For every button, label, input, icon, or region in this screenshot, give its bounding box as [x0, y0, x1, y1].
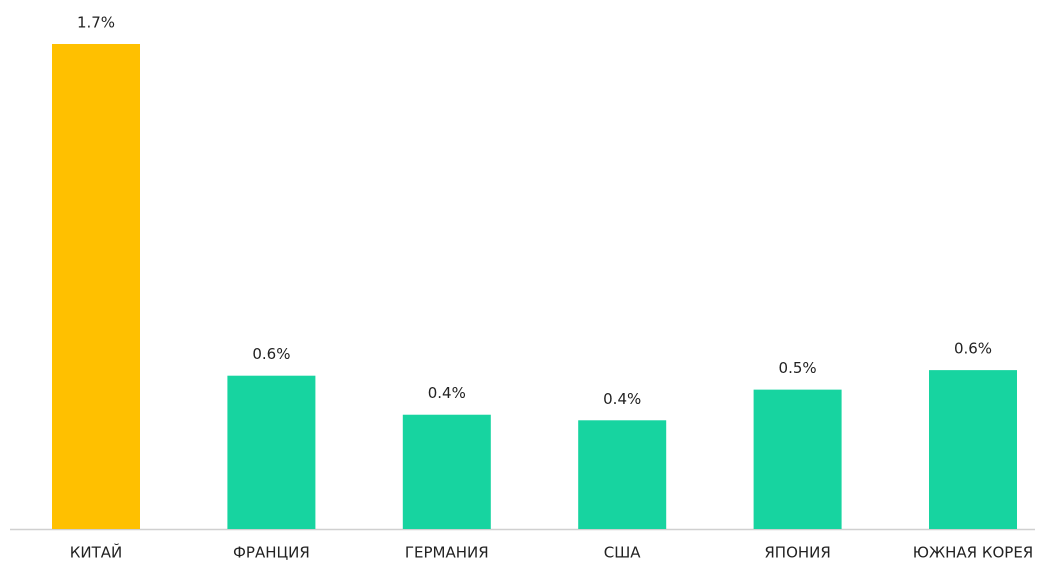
- bar: [52, 44, 140, 529]
- bar: [578, 420, 667, 529]
- x-tick-label: ГЕРМАНИЯ: [405, 544, 489, 562]
- bar: [753, 389, 842, 529]
- x-tick-label: ЯПОНИЯ: [764, 544, 830, 562]
- x-tick-label: ФРАНЦИЯ: [233, 544, 310, 562]
- value-label: 0.5%: [779, 359, 817, 377]
- bar: [929, 370, 1017, 529]
- x-tick-label: КИТАЙ: [70, 543, 123, 562]
- value-label: 0.4%: [603, 390, 641, 408]
- bar: [227, 375, 316, 529]
- value-label: 0.6%: [954, 340, 992, 358]
- bar: [402, 414, 491, 529]
- x-tick-label: ЮЖНАЯ КОРЕЯ: [913, 544, 1033, 562]
- value-label: 0.6%: [252, 345, 290, 363]
- value-label: 0.4%: [428, 384, 466, 402]
- value-label: 1.7%: [77, 14, 115, 32]
- x-tick-label: США: [604, 544, 642, 562]
